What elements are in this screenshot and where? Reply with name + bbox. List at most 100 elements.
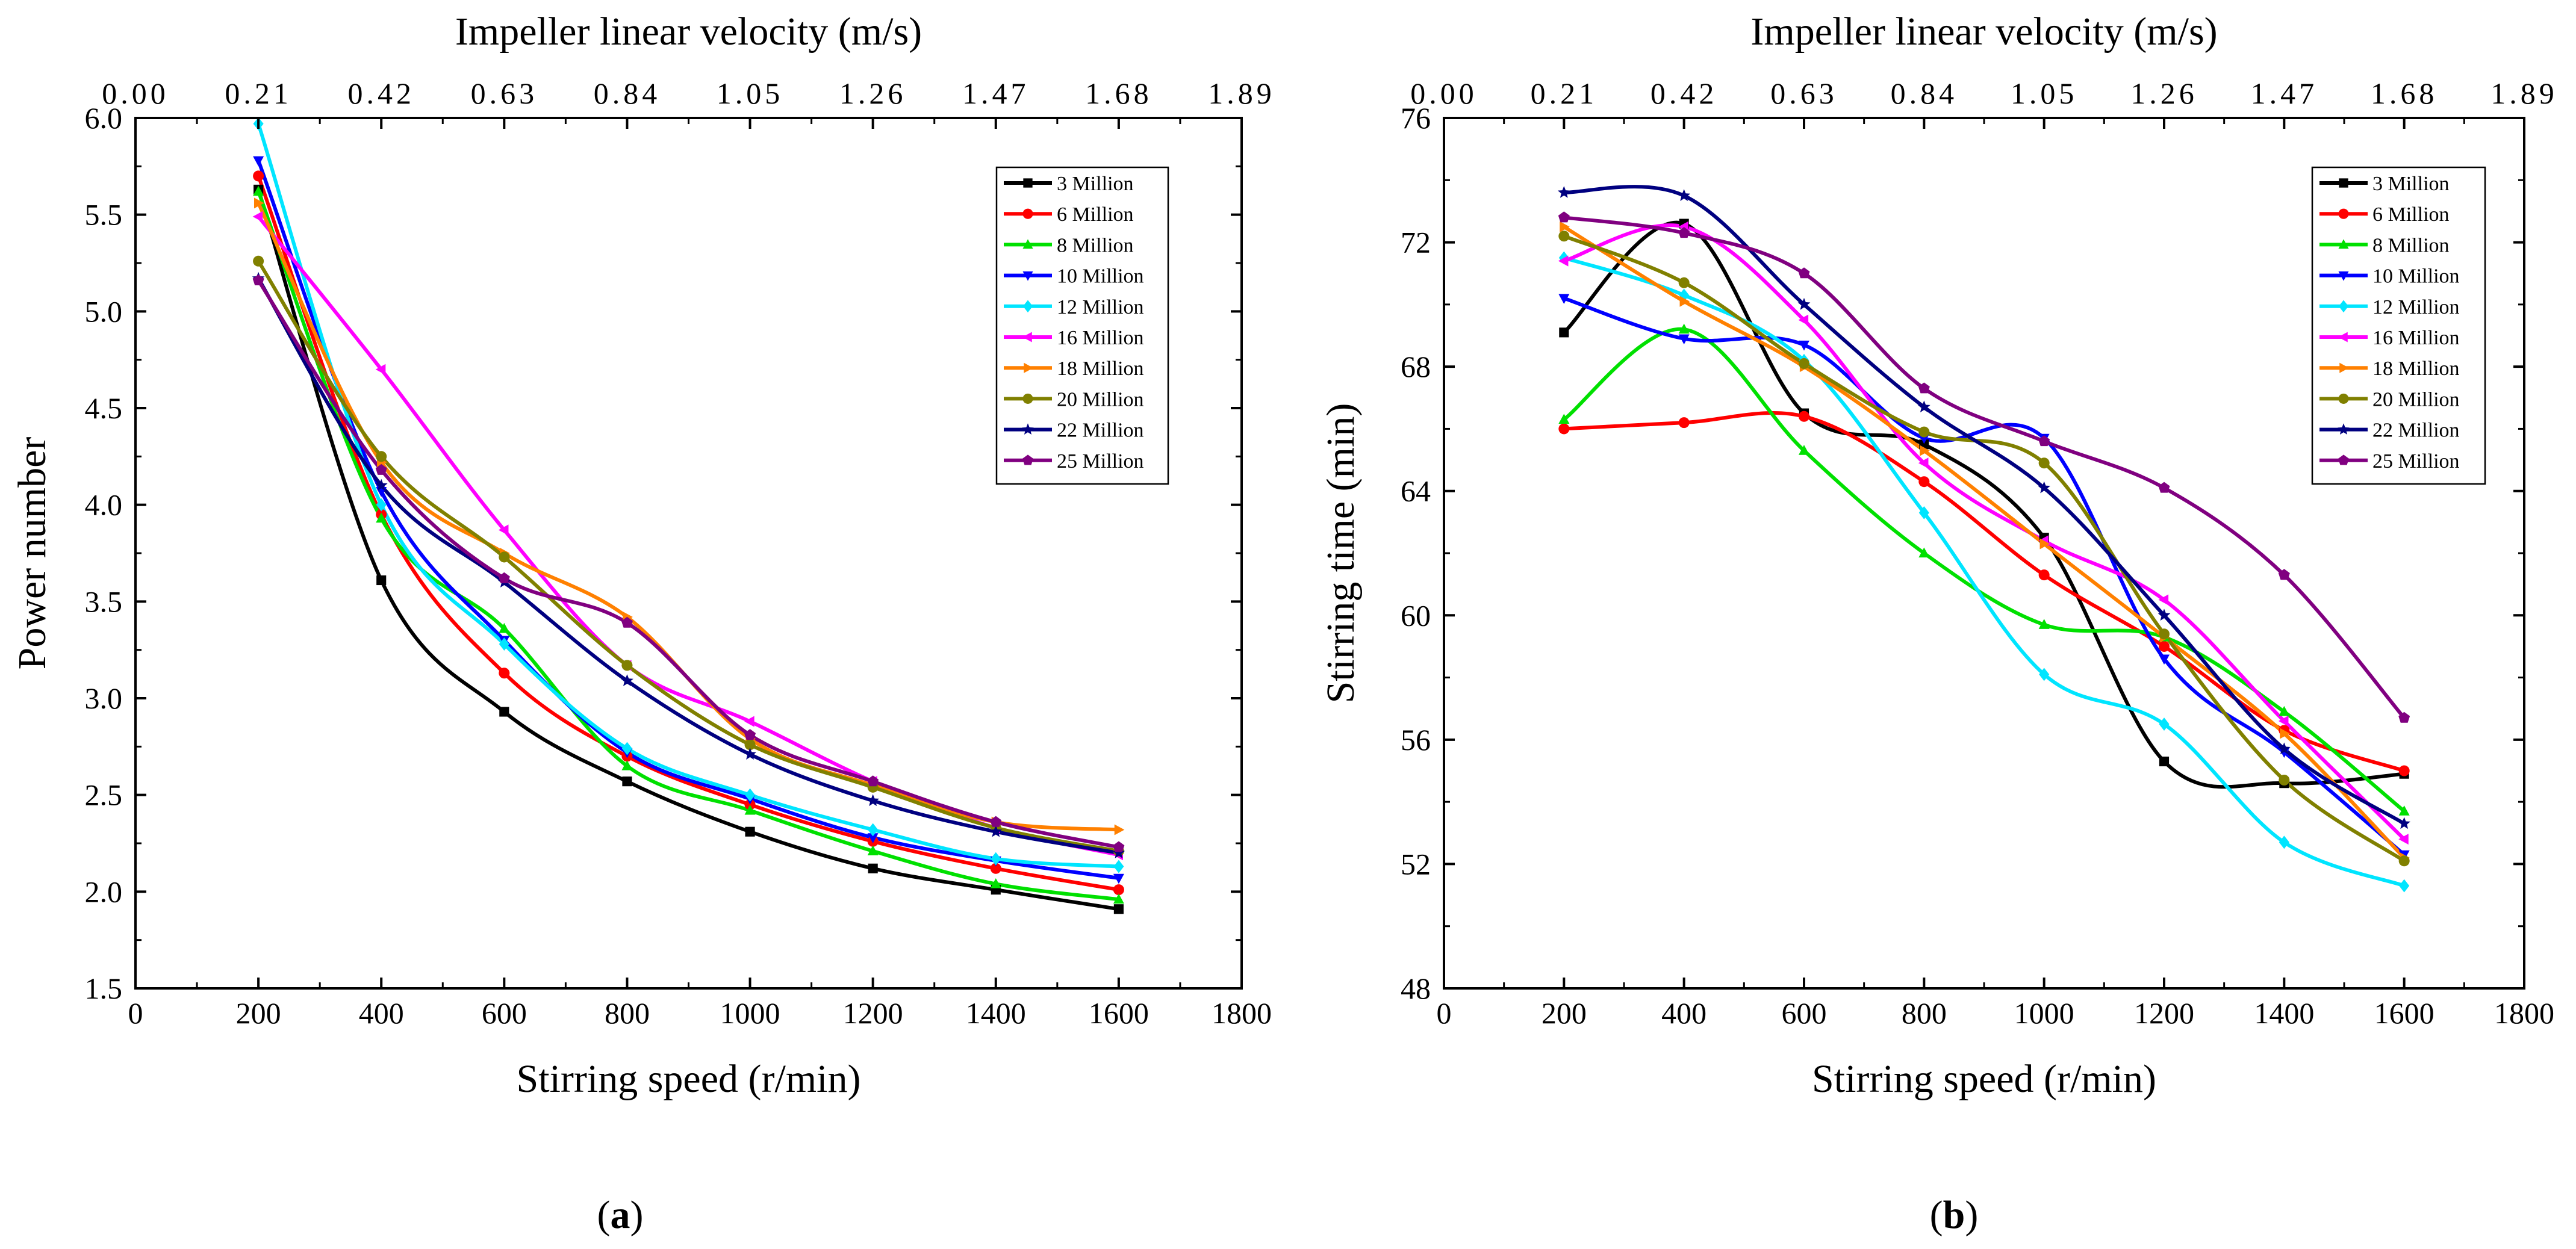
legend-label-6-million: 6 Million bbox=[2372, 203, 2450, 226]
data-point-16-million bbox=[1798, 314, 1809, 326]
data-point-8-million bbox=[1558, 414, 1570, 424]
data-point-22-million bbox=[866, 794, 880, 807]
top-x-axis-title: Impeller linear velocity (m/s) bbox=[455, 10, 922, 54]
x-tick-label: 1000 bbox=[2014, 996, 2074, 1030]
data-point-8-million bbox=[1918, 547, 1930, 558]
data-point-20-million bbox=[499, 551, 510, 563]
top-x-tick-label: 0.63 bbox=[471, 76, 538, 110]
series-line-8-million bbox=[1563, 327, 2406, 813]
data-point-6-million bbox=[2398, 765, 2410, 776]
y-tick-label: 52 bbox=[1401, 847, 1431, 881]
data-point-8-million bbox=[2279, 705, 2290, 716]
y-tick-label: 60 bbox=[1401, 598, 1431, 632]
top-x-tick-label: 0.42 bbox=[347, 76, 415, 110]
series-group bbox=[252, 118, 1125, 914]
data-point-8-million bbox=[1798, 445, 1810, 455]
data-point-3-million bbox=[499, 707, 509, 717]
series-line-12-million bbox=[1563, 256, 2405, 888]
top-x-tick-label: 1.05 bbox=[2011, 76, 2078, 110]
top-x-tick-label: 1.89 bbox=[1208, 76, 1275, 110]
data-point-25-million bbox=[990, 816, 1002, 827]
data-point-22-million bbox=[1678, 189, 1691, 201]
x-tick-label: 400 bbox=[1661, 996, 1706, 1030]
y-axis-title: Stirring time (min) bbox=[1319, 403, 1363, 704]
panel-label-letter: a bbox=[611, 1193, 630, 1237]
x-tick-label: 200 bbox=[1542, 996, 1587, 1030]
legend-marker-16-million bbox=[1022, 332, 1032, 342]
data-point-3-million bbox=[622, 776, 632, 787]
legend-marker-6-million bbox=[1022, 208, 1033, 219]
data-point-6-million bbox=[744, 799, 756, 810]
legend-marker-6-million bbox=[2338, 208, 2349, 219]
top-x-tick-label: 1.05 bbox=[717, 76, 784, 110]
legend-label-8-million: 8 Million bbox=[2372, 234, 2450, 256]
data-point-16-million bbox=[2158, 594, 2169, 606]
legend-marker-3-million bbox=[2339, 178, 2348, 188]
data-point-25-million bbox=[1798, 267, 1810, 279]
y-tick-label: 64 bbox=[1401, 474, 1431, 508]
data-point-6-million bbox=[1678, 417, 1690, 429]
data-point-25-million bbox=[252, 274, 264, 285]
y-tick-label: 72 bbox=[1401, 226, 1431, 259]
data-point-3-million bbox=[1113, 904, 1124, 914]
top-x-tick-label: 0.63 bbox=[1770, 76, 1838, 110]
top-x-tick-label: 1.47 bbox=[2251, 76, 2318, 110]
x-tick-label: 600 bbox=[482, 996, 527, 1030]
y-tick-label: 3.5 bbox=[85, 584, 123, 618]
data-point-12-million bbox=[1918, 506, 1929, 519]
y-tick-label: 76 bbox=[1401, 101, 1431, 135]
y-tick-label: 68 bbox=[1401, 350, 1431, 383]
x-tick-label: 1800 bbox=[2494, 996, 2554, 1030]
y-tick-label: 6.0 bbox=[85, 101, 123, 135]
data-point-8-million bbox=[2038, 619, 2050, 629]
series-line-6-million bbox=[1564, 411, 2405, 773]
top-x-tick-label: 0.21 bbox=[225, 76, 292, 110]
data-point-8-million bbox=[499, 622, 510, 633]
data-point-12-million bbox=[991, 852, 1001, 866]
y-tick-label: 5.5 bbox=[85, 198, 123, 232]
data-point-12-million bbox=[745, 788, 756, 802]
legend-label-6-million: 6 Million bbox=[1057, 203, 1134, 226]
series-group bbox=[1557, 185, 2411, 893]
data-point-10-million bbox=[253, 156, 264, 167]
panel-label-open: ( bbox=[597, 1193, 611, 1237]
legend-marker-10-million bbox=[1022, 271, 1033, 281]
data-point-8-million bbox=[990, 878, 1001, 888]
data-point-12-million bbox=[1679, 288, 1690, 302]
data-point-20-million bbox=[621, 660, 633, 671]
data-point-18-million bbox=[1560, 221, 1570, 232]
x-axis-title: Stirring speed (r/min) bbox=[517, 1057, 861, 1101]
panel-label-open: ( bbox=[1930, 1193, 1943, 1237]
data-point-18-million bbox=[1114, 824, 1125, 835]
data-point-16-million bbox=[2398, 834, 2409, 845]
data-point-6-million bbox=[499, 668, 510, 679]
series-line-22-million bbox=[1564, 185, 2406, 825]
x-tick-label: 1200 bbox=[2134, 996, 2194, 1030]
x-tick-label: 1200 bbox=[843, 996, 903, 1030]
panel-label: (b) bbox=[1930, 1193, 1979, 1237]
data-point-6-million bbox=[990, 863, 1001, 874]
data-point-22-million bbox=[989, 825, 1003, 837]
data-point-20-million bbox=[2279, 774, 2290, 786]
legend-marker-20-million bbox=[2338, 393, 2349, 404]
series-line-20-million bbox=[1563, 234, 2406, 863]
data-point-3-million bbox=[745, 826, 755, 837]
data-point-12-million bbox=[1113, 860, 1124, 873]
data-point-8-million bbox=[376, 512, 387, 523]
data-point-16-million bbox=[1558, 255, 1569, 267]
top-x-tick-label: 1.47 bbox=[962, 76, 1030, 110]
legend: 3 Million 6 Million 8 Million 10 Million 12 … bbox=[995, 166, 1169, 485]
data-point-16-million bbox=[498, 524, 509, 536]
legend-marker-22-million bbox=[2338, 423, 2350, 435]
panel-a: 0 200 400 600 800 1000 1200 1400 1600 1800 0.00 0.2… bbox=[10, 10, 1275, 1237]
panel-label-letter: b bbox=[1943, 1193, 1965, 1237]
legend-marker-25-million bbox=[1022, 454, 1033, 465]
x-tick-label: 1400 bbox=[2254, 996, 2314, 1030]
y-tick-label: 3.0 bbox=[85, 681, 123, 715]
data-point-22-million bbox=[2038, 481, 2051, 494]
y-axis-title: Power number bbox=[10, 437, 54, 670]
x-tick-label: 1600 bbox=[1089, 996, 1149, 1030]
data-point-10-million bbox=[1798, 340, 1810, 351]
y-tick-label: 2.5 bbox=[85, 778, 123, 812]
data-point-6-million bbox=[1113, 884, 1124, 896]
